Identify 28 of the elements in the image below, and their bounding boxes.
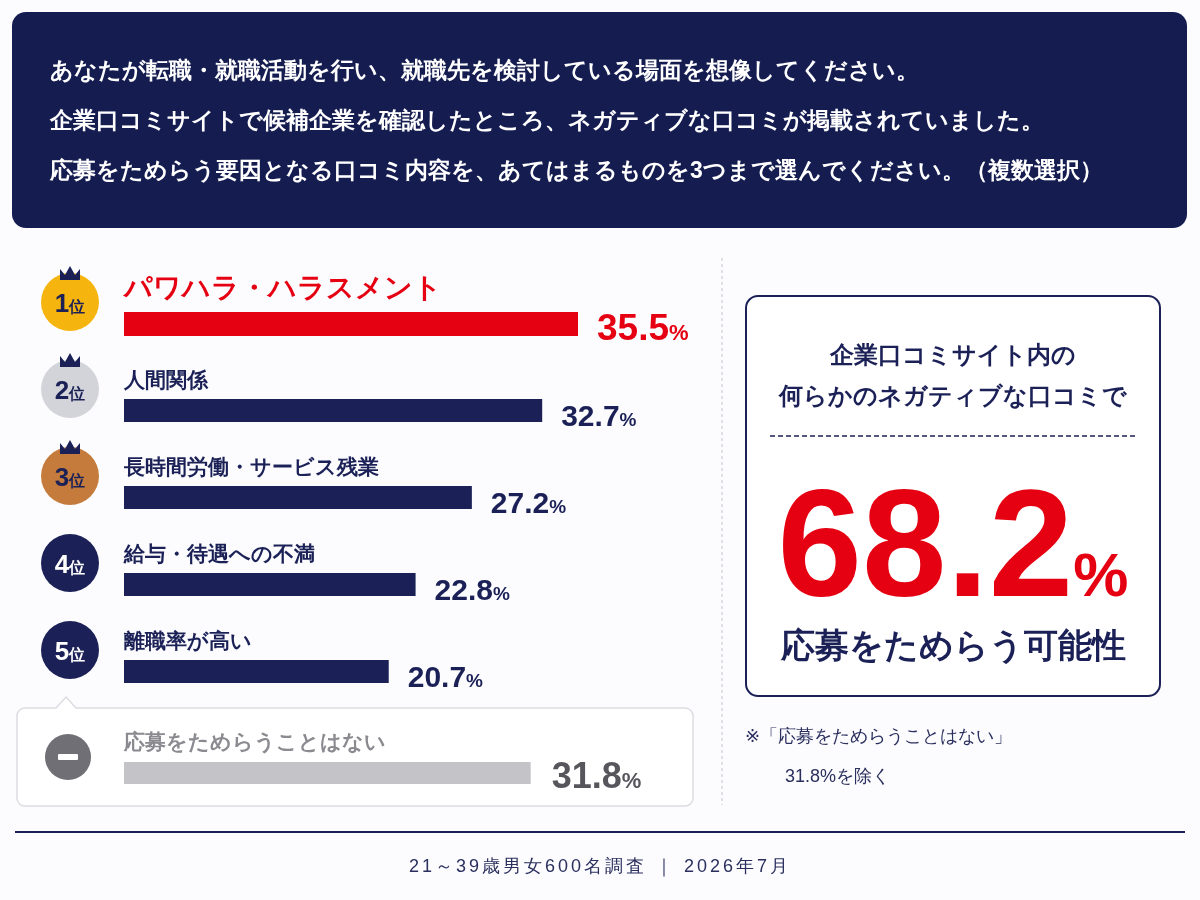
chart-title: あなたが転職・就職活動を行い、就職先を検討している場面を想像してください。企業口コミサイトで候補企業を確認したところ、ネガティブな口コミが掲載されていました。応募をためらう要因となる口コミ内容を、あてはまるものを3つまで選んでください。（複数選択） — [49, 57, 1103, 183]
text: 3位 — [54, 462, 86, 492]
text: ※「応募をためらうことはない」 31.8%を除く — [745, 726, 1013, 786]
text: 4位 — [54, 549, 86, 579]
bar — [124, 486, 472, 509]
bar — [124, 660, 389, 683]
y-tick-label: 離職率が高い — [123, 629, 252, 652]
data-label: 31.8% — [551, 755, 642, 796]
data-label: 22.8% — [434, 573, 510, 606]
text: 1位 — [54, 288, 86, 318]
y-tick-label: 応募をためらうことはない — [123, 730, 386, 754]
data-label: 35.5% — [597, 307, 689, 348]
text: 5位 — [54, 636, 86, 666]
text: 2位 — [54, 375, 86, 405]
text: 21～39歳男女600名調査 ｜ 2026年7月 — [408, 856, 792, 877]
data-label: 20.7% — [407, 660, 484, 693]
y-tick-label: 長時間労働・サービス残業 — [123, 455, 379, 478]
bar — [124, 573, 416, 596]
text: 応募をためらう可能性 — [779, 626, 1126, 665]
bar — [124, 312, 578, 336]
y-tick-label: 人間関係 — [123, 368, 209, 391]
data-label: 32.7% — [561, 399, 637, 432]
y-tick-label: パワハラ・ハラスメント — [122, 272, 442, 303]
bar — [124, 399, 543, 422]
y-tick-label: 給与・待遇への不満 — [123, 542, 315, 565]
data-label: 27.2% — [490, 486, 567, 519]
text: 68.2% — [777, 458, 1129, 628]
text: 企業口コミサイト内の何らかのネガティブな口コミで — [778, 341, 1128, 409]
